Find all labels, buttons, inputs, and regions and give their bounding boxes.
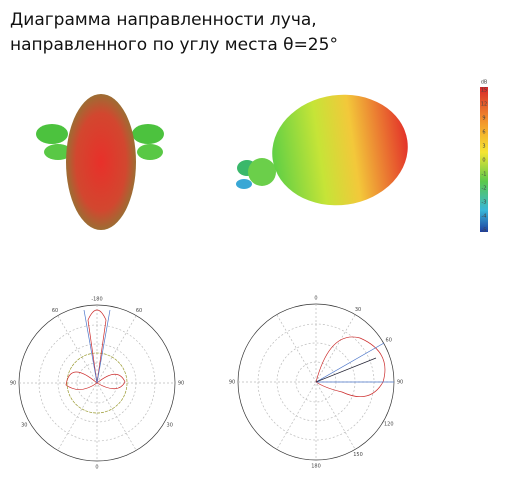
polar-angle-label: 60 [52,308,58,314]
polar-angle-label: 90 [10,381,16,387]
pattern-3d-side [236,94,408,206]
colorbar-label: -1 [482,172,487,178]
title-line: направленного по углу места θ=25° [10,35,338,55]
polar-angle-label: 180 [311,464,321,470]
polar-angle-label: 0 [95,465,98,471]
colorbar-label: 6 [482,130,485,136]
colorbar-label: -5 [482,228,487,234]
title-line: Диаграмма направленности луча, [10,10,317,30]
polar-angle-label: 90 [397,380,403,386]
colorbar-label: 15 [481,88,487,94]
polar-angle-label: 90 [178,381,184,387]
colorbar-label: 0 [482,158,485,164]
polar-angle-label: 60 [136,308,142,314]
polar-angle-label: -180 [91,297,102,303]
colorbar-label: 9 [482,116,485,122]
pattern-3d-front [36,94,164,230]
polar-angle-label: 150 [353,452,363,458]
polar-angle-label: 0 [314,296,317,302]
polar-left [18,304,176,462]
colorbar-label: -2 [482,186,487,192]
colorbar-label: -3 [482,200,487,206]
polar-angle-label: 90 [229,380,235,386]
polar-angle-label: 30 [167,423,173,429]
polar-right [237,303,395,461]
colorbar-label: 12 [481,102,487,108]
polar-angle-label: 60 [386,338,392,344]
polar-angle-label: 30 [21,423,27,429]
colorbar-label: -4 [482,214,487,220]
colorbar [480,87,488,232]
polar-angle-label: 30 [355,307,361,313]
colorbar-unit: dB [481,80,488,86]
polar-angle-label: 120 [384,422,394,428]
colorbar-label: 3 [482,144,485,150]
